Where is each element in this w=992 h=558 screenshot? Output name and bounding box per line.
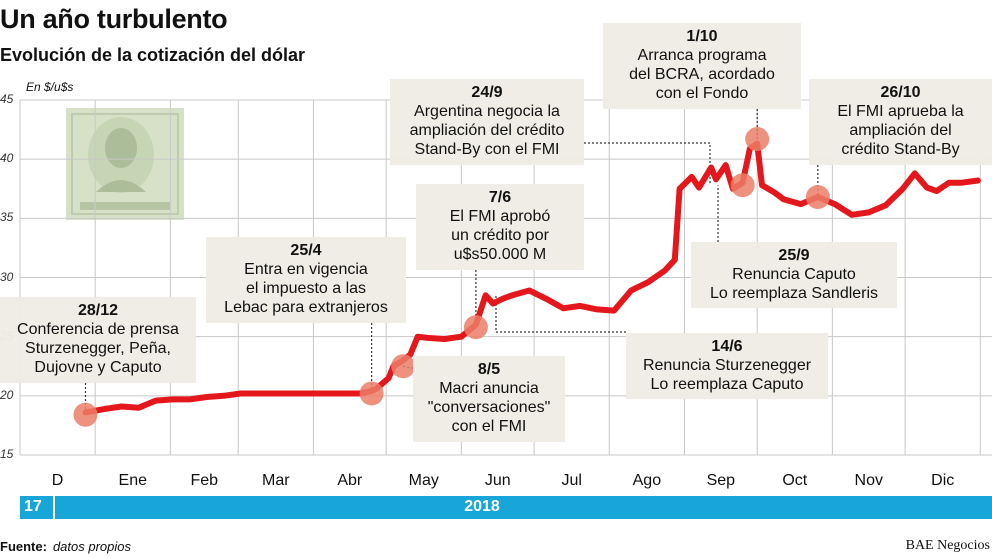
- x-tick-label: Jul: [561, 472, 582, 489]
- annotation-date: 28/12: [77, 302, 119, 319]
- annotation-date: 25/9: [778, 247, 810, 264]
- x-tick-label: Sep: [706, 472, 736, 489]
- event-marker-7-6: [463, 315, 488, 340]
- x-tick-label: Oct: [782, 472, 808, 489]
- x-tick-label: Ene: [118, 472, 147, 489]
- y-tick-label: 35: [0, 210, 14, 225]
- year-label-2017: 17: [24, 498, 42, 515]
- y-tick-label: 15: [0, 447, 14, 461]
- source-label: Fuente:: [0, 539, 47, 554]
- annotation-text: Renuncia Sturzenegger Lo reemplaza Caput…: [642, 357, 812, 393]
- year-band: [20, 496, 992, 519]
- y-tick-label: 45: [0, 92, 14, 106]
- annotation-leader: [495, 295, 626, 333]
- x-tick-label: Mar: [262, 472, 290, 489]
- dollar-bill-illustration: [66, 108, 184, 220]
- y-tick-label: 40: [0, 151, 14, 166]
- year-label-2018: 2018: [464, 498, 500, 515]
- x-tick-label: May: [408, 472, 439, 489]
- x-tick-label: Abr: [337, 472, 363, 489]
- year-separator: [53, 496, 55, 519]
- annotation-text: Argentina negocia la ampliación del créd…: [409, 103, 565, 158]
- x-tick-label: Feb: [190, 472, 219, 489]
- y-axis-unit: En $/u$s: [26, 80, 74, 94]
- event-marker-25-4: [359, 381, 384, 406]
- annotation-text: Macri anuncia "conversaciones" con el FM…: [427, 380, 551, 435]
- annotation-8-5: 8/5 Macri anuncia "conversaciones" con el…: [413, 356, 565, 442]
- source-note: Fuente: datos propios: [0, 539, 131, 554]
- x-tick-label: Nov: [854, 472, 883, 489]
- annotation-25-4: 25/4 Entra en vigencia el impuesto a las …: [206, 237, 406, 323]
- annotation-date: 7/6: [488, 189, 512, 206]
- annotation-text: Renuncia Caputo Lo reemplaza Sandleris: [709, 266, 879, 302]
- x-tick-label: Ago: [632, 472, 662, 489]
- annotation-24-9: 24/9 Argentina negocia la ampliación del …: [390, 79, 584, 165]
- source-text: datos propios: [52, 539, 132, 554]
- x-tick-label: D: [51, 472, 64, 489]
- chart-subtitle: Evolución de la cotización del dólar: [0, 45, 306, 65]
- annotation-28-12: 28/12 Conferencia de prensa Sturzenegger,…: [0, 297, 196, 383]
- x-tick-label: Jun: [484, 472, 511, 489]
- annotation-14-6: 14/6 Renuncia Sturzenegger Lo reemplaza C…: [626, 333, 828, 399]
- event-marker-1-10: [745, 127, 770, 152]
- annotation-7-6: 7/6 El FMI aprobó un crédito por u$s50.00…: [416, 184, 584, 270]
- annotation-text: El FMI aprueba la ampliación del crédito…: [837, 103, 964, 158]
- y-tick-label: 20: [0, 387, 14, 402]
- annotation-text: El FMI aprobó un crédito por u$s50.000 M: [449, 208, 551, 263]
- annotation-26-10: 26/10 El FMI aprueba la ampliación del cr…: [809, 79, 992, 165]
- annotation-date: 24/9: [471, 84, 503, 101]
- annotation-date: 1/10: [686, 28, 718, 45]
- event-markers: [73, 127, 830, 427]
- annotation-25-9: 25/9 Renuncia Caputo Lo reemplaza Sandler…: [691, 242, 897, 308]
- y-tick-label: 30: [0, 269, 14, 284]
- x-tick-label: Dic: [931, 472, 955, 489]
- annotation-text: Entra en vigencia el impuesto a las Leba…: [224, 261, 388, 316]
- event-marker-25-9: [730, 173, 755, 198]
- event-marker-8-5: [391, 354, 416, 379]
- annotation-date: 25/4: [290, 242, 322, 259]
- annotation-date: 14/6: [711, 338, 743, 355]
- event-marker-26-10: [805, 185, 830, 210]
- annotation-date: 26/10: [880, 84, 921, 101]
- chart-title: Un año turbulento: [0, 4, 228, 34]
- event-marker-28-12: [73, 402, 98, 427]
- annotation-1-10: 1/10 Arranca programa del BCRA, acordado …: [603, 23, 801, 109]
- annotation-text: Arranca programa del BCRA, acordado con …: [629, 47, 775, 102]
- publisher-credit: BAE Negocios: [905, 538, 990, 553]
- annotation-date: 8/5: [477, 361, 501, 378]
- annotation-text: Conferencia de prensa Sturzenegger, Peña…: [17, 321, 179, 376]
